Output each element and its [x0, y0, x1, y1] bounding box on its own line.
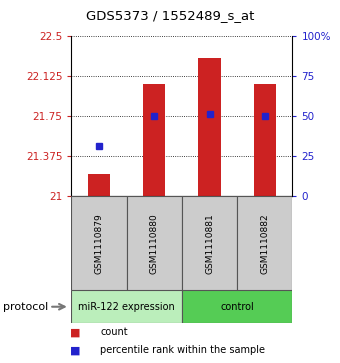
Bar [182, 196, 237, 290]
Text: GSM1110881: GSM1110881 [205, 213, 214, 274]
Bar [126, 196, 182, 290]
Text: protocol: protocol [3, 302, 49, 312]
Text: percentile rank within the sample: percentile rank within the sample [100, 345, 265, 355]
Bar [199, 58, 221, 196]
Text: control: control [220, 302, 254, 312]
Text: ■: ■ [70, 327, 80, 337]
Text: ■: ■ [70, 345, 80, 355]
Bar [182, 290, 292, 323]
Bar [88, 174, 110, 196]
Text: GSM1110880: GSM1110880 [150, 213, 159, 274]
Bar [71, 196, 126, 290]
Text: miR-122 expression: miR-122 expression [78, 302, 175, 312]
Bar [254, 84, 276, 196]
Text: GSM1110879: GSM1110879 [95, 213, 103, 274]
Bar [237, 196, 292, 290]
Bar [143, 84, 165, 196]
Bar [71, 290, 182, 323]
Text: GSM1110882: GSM1110882 [260, 213, 269, 274]
Text: GDS5373 / 1552489_s_at: GDS5373 / 1552489_s_at [86, 9, 254, 22]
Text: count: count [100, 327, 128, 337]
